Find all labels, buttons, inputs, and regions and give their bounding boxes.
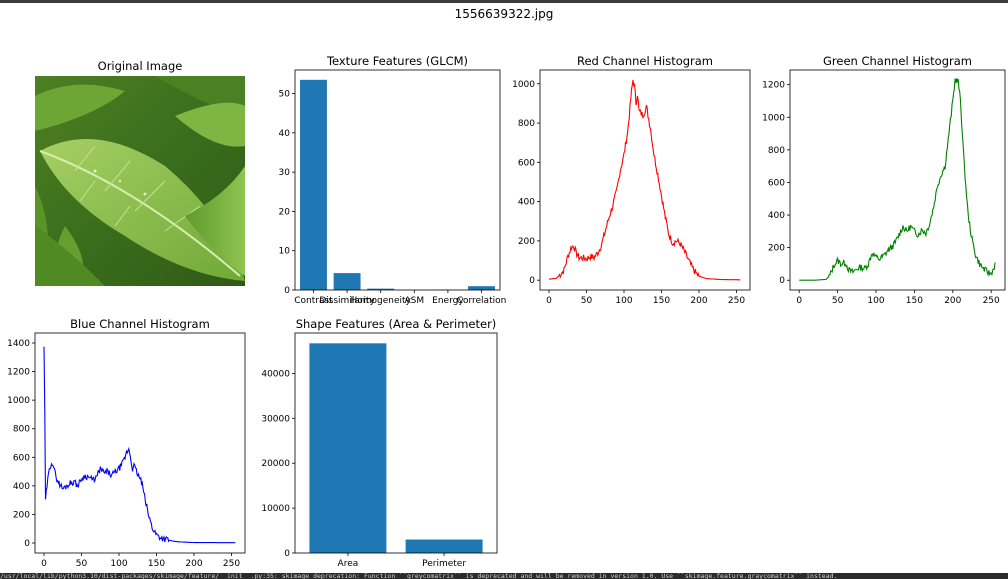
chart-title: Green Channel Histogram — [823, 54, 972, 68]
y-tick-label: 20000 — [261, 459, 290, 469]
shape-features-chart: Shape Features (Area & Perimeter) Area Per… — [261, 317, 498, 569]
y-tick-label: 200 — [13, 510, 30, 520]
figure-suptitle: 1556639322.jpg — [454, 7, 554, 21]
x-tick-label: 50 — [76, 559, 88, 569]
y-tick-label: 0 — [284, 549, 290, 559]
x-tick-label: 150 — [906, 296, 923, 306]
x-tick-label: Contrast — [294, 296, 333, 306]
x-tick-label: 0 — [546, 296, 552, 306]
red-chart-panel: Red Channel Histogram 0 50 100 150 200 250 0 200… — [505, 52, 755, 312]
y-tick-label: 0 — [284, 286, 290, 296]
histogram-line — [43, 346, 236, 544]
x-tick-label: Energy — [432, 296, 464, 306]
green-chart-panel: Green Channel Histogram 0 50 100 150 200 250 0 2… — [755, 52, 1006, 312]
y-tick-label: 400 — [13, 482, 30, 492]
y-tick-label: 20 — [279, 207, 291, 217]
x-tick-label: Dissimilarity — [319, 296, 375, 306]
y-tick-label: 600 — [13, 453, 30, 463]
x-tick-label: 200 — [690, 296, 707, 306]
y-tick-label: 1000 — [762, 113, 785, 123]
y-tick-label: 400 — [768, 211, 785, 221]
x-tick-label: 100 — [867, 296, 884, 306]
bar-homogeneity — [367, 288, 395, 290]
chart-title: Texture Features (GLCM) — [326, 54, 468, 68]
bar-dissimilarity — [333, 273, 361, 290]
original-leaf-image — [35, 76, 245, 286]
axes-frame — [294, 332, 498, 554]
blue-chart-panel: Blue Channel Histogram 0 50 100 150 200 250 0 20… — [0, 315, 255, 575]
x-tick-label: 0 — [41, 559, 47, 569]
x-tick-label: 50 — [581, 296, 593, 306]
y-tick-label: 1200 — [7, 368, 30, 378]
y-tick-label: 1000 — [7, 396, 30, 406]
shape-chart-panel: Shape Features (Area & Perimeter) Area Per… — [240, 315, 510, 575]
bar-perimeter — [405, 539, 483, 553]
y-tick-label: 0 — [779, 276, 785, 286]
y-tick-label: 30 — [279, 168, 291, 178]
console-warning: /usr/local/lib/python3.10/dist-packages/… — [0, 573, 1008, 579]
axes-frame — [34, 332, 246, 554]
red-channel-chart: Red Channel Histogram 0 50 100 150 200 250 0 200… — [512, 54, 751, 306]
y-tick-label: 800 — [518, 119, 535, 129]
y-tick-label: 800 — [13, 425, 30, 435]
bar-correlation — [468, 286, 495, 290]
y-tick-label: 600 — [518, 158, 535, 168]
x-tick-label: 200 — [185, 559, 202, 569]
y-tick-label: 10 — [279, 247, 291, 257]
y-tick-label: 800 — [768, 146, 785, 156]
y-tick-label: 50 — [279, 90, 291, 100]
histogram-line — [799, 78, 996, 281]
green-channel-chart: Green Channel Histogram 0 50 100 150 200 250 0 2… — [762, 54, 1006, 306]
x-tick-label: Perimeter — [422, 559, 466, 569]
axes-frame — [539, 69, 751, 291]
x-tick-label: Correlation — [457, 296, 507, 306]
x-tick-label: 250 — [983, 296, 1000, 306]
bar-area — [309, 343, 387, 553]
x-tick-label: Area — [338, 559, 359, 569]
y-tick-label: 1200 — [762, 81, 785, 91]
original-image-title: Original Image — [97, 59, 183, 73]
blue-channel-chart: Blue Channel Histogram 0 50 100 150 200 250 0 20… — [7, 317, 246, 569]
y-tick-label: 0 — [24, 539, 30, 549]
x-tick-label: Homogeneity — [350, 296, 411, 306]
histogram-line — [548, 79, 741, 281]
axes-frame — [789, 69, 1006, 291]
axes-frame — [294, 69, 501, 291]
x-tick-label: 0 — [796, 296, 802, 306]
original-image-title-wrap: Original Image — [0, 56, 280, 76]
chart-title: Blue Channel Histogram — [70, 317, 210, 331]
y-tick-label: 0 — [529, 276, 535, 286]
x-tick-label: 250 — [223, 559, 240, 569]
y-tick-label: 40000 — [261, 369, 290, 379]
y-tick-label: 1000 — [512, 80, 535, 90]
texture-features-chart: Texture Features (GLCM) ContrastDissimila… — [279, 54, 507, 306]
chart-title: Red Channel Histogram — [577, 54, 713, 68]
x-tick-label: 100 — [615, 296, 632, 306]
y-tick-label: 200 — [518, 237, 535, 247]
x-tick-label: 150 — [148, 559, 165, 569]
x-tick-label: 150 — [653, 296, 670, 306]
texture-chart-panel: Texture Features (GLCM) Contrast Dissimila… — [255, 52, 507, 306]
y-tick-label: 400 — [518, 198, 535, 208]
y-tick-label: 10000 — [261, 504, 290, 514]
y-tick-label: 600 — [768, 178, 785, 188]
chart-title: Shape Features (Area & Perimeter) — [296, 317, 497, 331]
bar-contrast — [300, 79, 327, 290]
y-tick-label: 30000 — [261, 414, 290, 424]
y-tick-label: 40 — [279, 129, 291, 139]
x-tick-label: 200 — [944, 296, 961, 306]
x-tick-label: 50 — [832, 296, 844, 306]
y-tick-label: 1400 — [7, 339, 30, 349]
x-tick-label: 250 — [728, 296, 745, 306]
x-tick-label: ASM — [404, 296, 424, 306]
window-top-bar — [0, 0, 1008, 3]
y-tick-label: 200 — [768, 244, 785, 254]
x-tick-label: 100 — [110, 559, 127, 569]
